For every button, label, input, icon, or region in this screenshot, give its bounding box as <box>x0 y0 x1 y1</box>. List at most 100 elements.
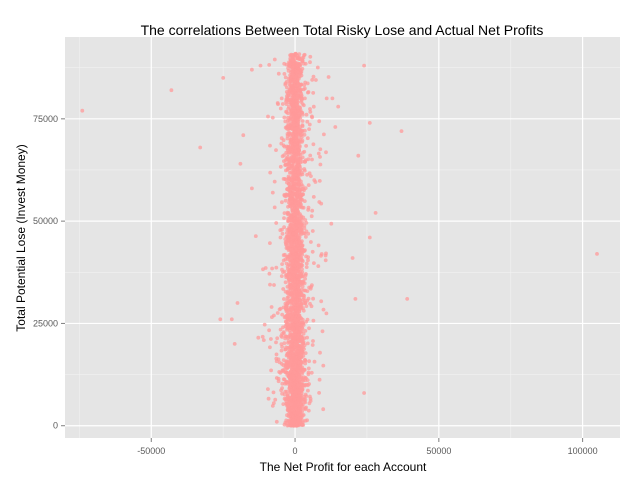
data-point <box>291 366 295 370</box>
data-point <box>268 345 272 349</box>
data-point <box>264 266 268 270</box>
data-point <box>281 232 285 236</box>
data-point <box>297 52 301 56</box>
data-point <box>292 113 296 117</box>
data-point <box>294 176 298 180</box>
data-point <box>293 149 297 153</box>
y-tick-label: 25000 <box>33 318 58 328</box>
data-point <box>266 115 270 119</box>
data-point <box>280 97 284 101</box>
data-point <box>299 58 303 62</box>
data-point <box>303 277 307 281</box>
data-point <box>304 255 308 259</box>
outlier-point <box>351 256 355 260</box>
data-point <box>321 407 325 411</box>
data-point <box>282 330 286 334</box>
y-tick-label: 75000 <box>33 114 58 124</box>
data-point <box>289 270 293 274</box>
y-axis-ticks: 0250005000075000 <box>33 114 65 431</box>
data-point <box>298 422 302 426</box>
data-point <box>292 398 296 402</box>
outlier-point <box>198 146 202 150</box>
outlier-point <box>230 317 234 321</box>
data-point <box>284 76 288 80</box>
data-point <box>281 102 285 106</box>
data-point <box>291 312 295 316</box>
y-tick-label: 0 <box>53 421 58 431</box>
data-point <box>293 65 297 69</box>
data-point <box>291 260 295 264</box>
data-point <box>301 139 305 143</box>
data-point <box>285 110 289 114</box>
data-point <box>296 291 300 295</box>
data-point <box>293 371 297 375</box>
data-point <box>311 229 315 233</box>
data-point <box>270 315 274 319</box>
data-point <box>296 346 300 350</box>
data-point <box>289 370 293 374</box>
data-point <box>294 154 298 158</box>
data-point <box>271 191 275 195</box>
data-point <box>307 127 311 131</box>
data-point <box>275 353 279 357</box>
data-point <box>303 358 307 362</box>
data-point <box>278 308 282 312</box>
data-point <box>304 144 308 148</box>
data-point <box>297 109 301 113</box>
data-point <box>321 329 325 333</box>
data-point <box>288 82 292 86</box>
data-point <box>292 135 296 139</box>
data-point <box>312 319 316 323</box>
data-point <box>283 421 287 425</box>
data-point <box>292 99 296 103</box>
data-point <box>273 58 277 62</box>
data-point <box>286 155 290 159</box>
data-point <box>303 81 307 85</box>
data-point <box>280 136 284 140</box>
data-point <box>302 336 306 340</box>
data-point <box>274 357 278 361</box>
data-point <box>283 120 287 124</box>
data-point <box>292 59 296 63</box>
data-point <box>308 110 312 114</box>
data-point <box>286 213 290 217</box>
data-point <box>295 225 299 229</box>
data-point <box>313 360 317 364</box>
x-axis-title: The Net Profit for each Account <box>260 460 427 474</box>
data-point <box>279 236 283 240</box>
data-point <box>324 150 328 154</box>
data-point <box>291 104 295 108</box>
data-point <box>290 316 294 320</box>
outlier-point <box>259 64 263 68</box>
data-point <box>284 371 288 375</box>
data-point <box>287 326 291 330</box>
outlier-point <box>400 129 404 133</box>
data-point <box>299 92 303 96</box>
data-point <box>310 304 314 308</box>
data-point <box>307 367 311 371</box>
outlier-point <box>368 236 372 240</box>
data-point <box>298 298 302 302</box>
data-point <box>321 364 325 368</box>
data-point <box>301 248 305 252</box>
data-point <box>302 369 306 373</box>
data-point <box>309 240 313 244</box>
data-point <box>318 378 322 382</box>
data-point <box>286 296 290 300</box>
data-point <box>270 267 274 271</box>
data-point <box>292 263 296 267</box>
data-point <box>303 87 307 91</box>
data-point <box>293 386 297 390</box>
data-point <box>282 297 286 301</box>
data-point <box>289 117 293 121</box>
data-point <box>322 133 326 137</box>
data-point <box>296 262 300 266</box>
data-point <box>289 344 293 348</box>
data-point <box>275 420 279 424</box>
data-point <box>324 252 328 256</box>
data-point <box>317 244 321 248</box>
data-point <box>294 253 298 257</box>
data-point <box>298 366 302 370</box>
data-point <box>324 258 328 262</box>
data-point <box>279 165 283 169</box>
